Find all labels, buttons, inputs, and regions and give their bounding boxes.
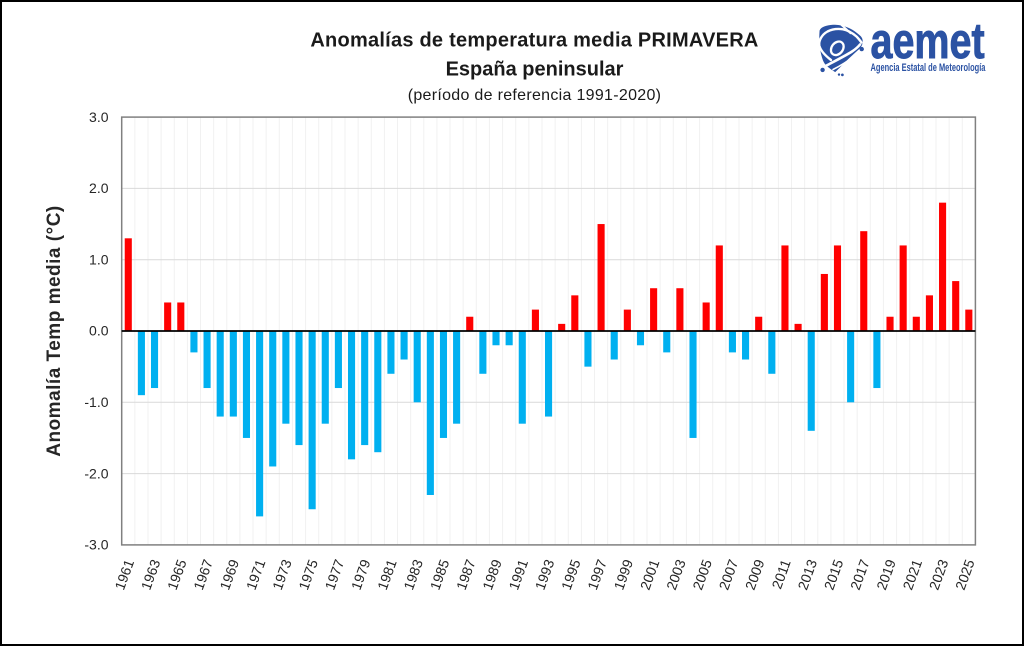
svg-text:Anomalía Temp media (°C): Anomalía Temp media (°C) (44, 205, 65, 457)
svg-text:1.0: 1.0 (89, 251, 109, 267)
svg-text:(período de referencia 1991-20: (período de referencia 1991-2020) (408, 87, 662, 104)
svg-text:0.0: 0.0 (89, 323, 109, 339)
svg-text:aemet: aemet (871, 13, 985, 70)
svg-text:España peninsular: España peninsular (446, 59, 624, 81)
svg-text:Agencia Estatal de Meteorologí: Agencia Estatal de Meteorología (871, 61, 986, 74)
svg-text:-3.0: -3.0 (84, 537, 108, 553)
svg-text:Anomalías de temperatura media: Anomalías de temperatura media PRIMAVERA (310, 30, 758, 52)
svg-text:-2.0: -2.0 (84, 465, 108, 481)
svg-text:-1.0: -1.0 (84, 394, 108, 410)
svg-text:3.0: 3.0 (89, 109, 109, 125)
svg-text:2.0: 2.0 (89, 180, 109, 196)
